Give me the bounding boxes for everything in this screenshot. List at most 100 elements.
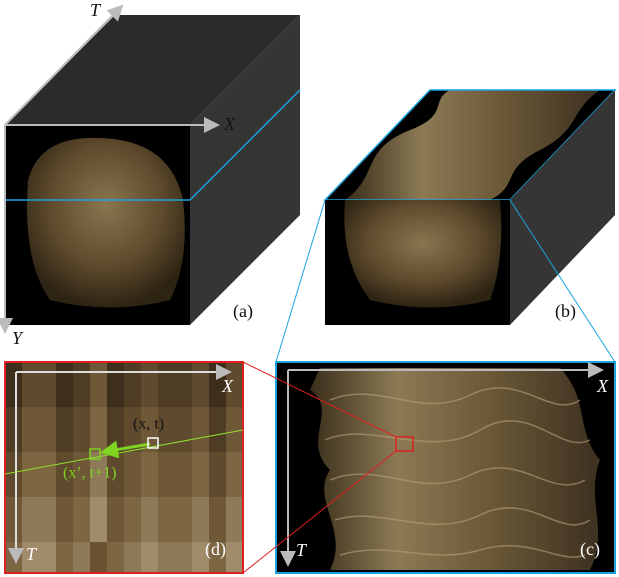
pixel	[158, 497, 175, 512]
pixel	[90, 362, 107, 377]
pixel	[192, 422, 209, 437]
pixel	[141, 527, 158, 542]
pixel	[226, 407, 243, 422]
pixel	[192, 392, 209, 407]
hair	[344, 200, 501, 308]
pixel	[5, 437, 22, 452]
pixel	[39, 437, 56, 452]
pixel	[5, 527, 22, 542]
pixel	[158, 527, 175, 542]
pixel	[158, 482, 175, 497]
pixel	[192, 482, 209, 497]
pixel	[158, 452, 175, 467]
pixel	[209, 497, 226, 512]
pixel	[226, 497, 243, 512]
pixel	[209, 557, 226, 572]
pixel	[226, 482, 243, 497]
panel-label: (b)	[555, 301, 576, 322]
pixel	[107, 557, 124, 572]
pixel	[90, 527, 107, 542]
pixel	[175, 437, 192, 452]
pixel	[175, 512, 192, 527]
pixel	[5, 557, 22, 572]
pixel	[90, 542, 107, 557]
pixel	[209, 482, 226, 497]
pixel	[56, 497, 73, 512]
pixel	[39, 407, 56, 422]
pixel	[90, 557, 107, 572]
pixel	[56, 557, 73, 572]
pixel	[124, 467, 141, 482]
pixel	[175, 452, 192, 467]
pixel	[158, 467, 175, 482]
pixel	[226, 362, 243, 377]
pixel	[107, 392, 124, 407]
pixel	[39, 512, 56, 527]
pixel	[158, 557, 175, 572]
pixel	[175, 557, 192, 572]
pixel	[73, 527, 90, 542]
pixel	[141, 542, 158, 557]
pixel	[226, 452, 243, 467]
pixel	[39, 527, 56, 542]
pixel	[39, 377, 56, 392]
pixel	[192, 452, 209, 467]
pixel	[192, 467, 209, 482]
pixel	[5, 497, 22, 512]
pixel	[22, 422, 39, 437]
pixel	[56, 527, 73, 542]
pixel	[5, 392, 22, 407]
pixel	[192, 377, 209, 392]
pixel	[5, 362, 22, 377]
panel-b: (b)	[276, 90, 615, 362]
pixel	[73, 497, 90, 512]
pixel	[22, 437, 39, 452]
pixel	[124, 452, 141, 467]
pixel	[5, 467, 22, 482]
pixel	[73, 392, 90, 407]
pixel	[90, 497, 107, 512]
pixel	[192, 497, 209, 512]
pixel	[175, 377, 192, 392]
pixel	[141, 482, 158, 497]
panel-label: (d)	[205, 539, 226, 560]
pixel	[73, 557, 90, 572]
pixel	[226, 437, 243, 452]
pixel	[90, 512, 107, 527]
hair-slice	[310, 368, 600, 570]
axis-label: X	[596, 376, 609, 396]
pixel	[175, 527, 192, 542]
pixel	[5, 407, 22, 422]
pixel	[175, 422, 192, 437]
pixel	[22, 407, 39, 422]
pixel	[56, 482, 73, 497]
axis-label: X	[223, 114, 236, 134]
pixel	[158, 377, 175, 392]
pixel	[124, 542, 141, 557]
pixel	[158, 542, 175, 557]
pixel	[107, 482, 124, 497]
pixel	[73, 422, 90, 437]
pixel	[56, 512, 73, 527]
pixel	[39, 467, 56, 482]
pixel	[209, 467, 226, 482]
pixel	[124, 527, 141, 542]
pixel	[141, 452, 158, 467]
pixel	[22, 482, 39, 497]
pixel	[158, 512, 175, 527]
pixel	[175, 392, 192, 407]
pixel	[158, 362, 175, 377]
pixel	[141, 497, 158, 512]
panel-label: (c)	[580, 539, 600, 560]
pixel	[141, 557, 158, 572]
pixel	[158, 392, 175, 407]
pixel	[5, 452, 22, 467]
hair	[27, 138, 185, 308]
pixel	[22, 527, 39, 542]
pixel	[124, 392, 141, 407]
pixel	[141, 512, 158, 527]
pixel	[56, 542, 73, 557]
pixel	[175, 467, 192, 482]
pixel	[73, 362, 90, 377]
pixel	[141, 467, 158, 482]
